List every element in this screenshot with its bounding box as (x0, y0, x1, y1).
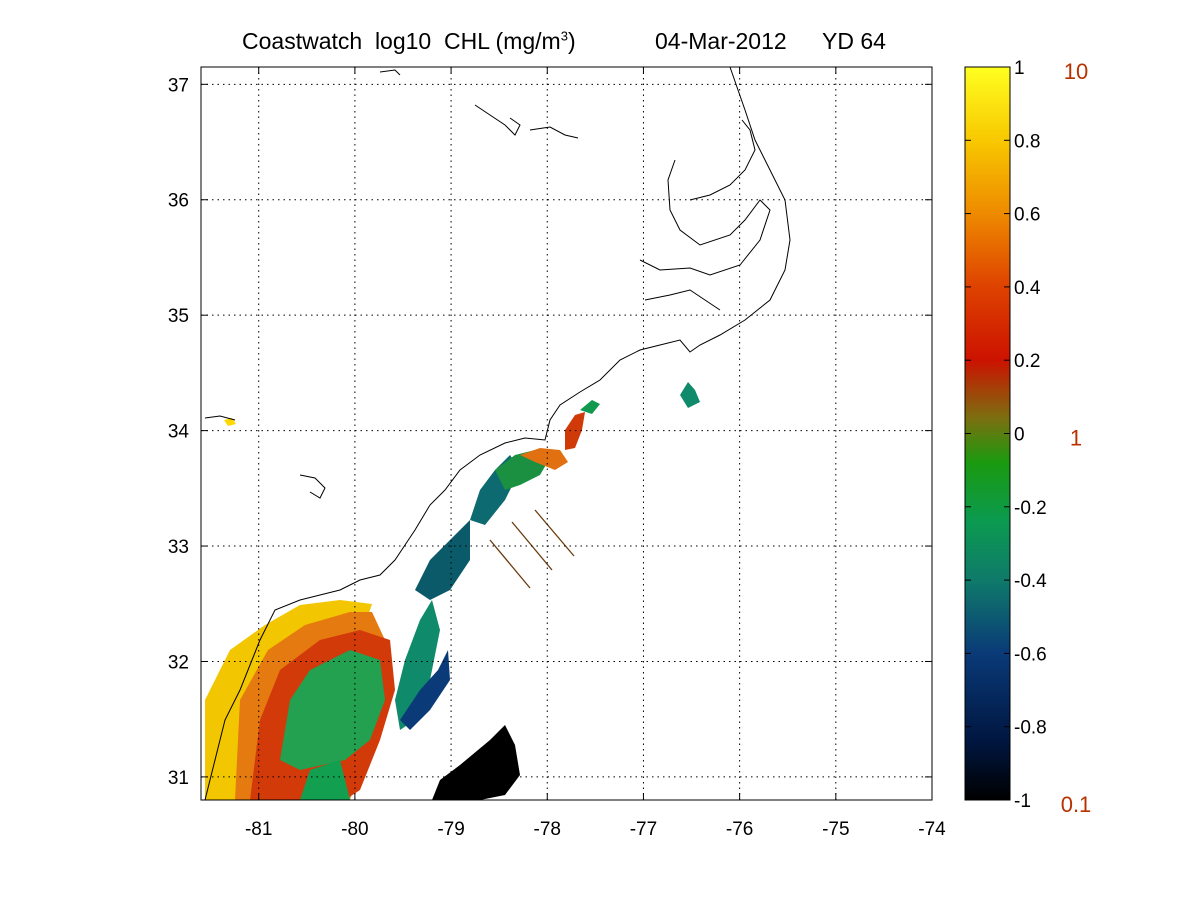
x-tick-label: -75 (822, 819, 849, 840)
colorbar-gradient (964, 66, 1011, 801)
plot-frame (200, 66, 933, 801)
x-tick-label: -78 (534, 819, 561, 840)
coastline-pamlico (644, 289, 721, 311)
field-gulfstream-green (395, 600, 440, 730)
chart-title-date: 04-Mar-2012 (655, 28, 787, 54)
colorbar-tick-label: 0.8 (1014, 131, 1040, 152)
x-tick-label: -74 (918, 819, 946, 840)
colorbar-linear-label: 10 (1064, 59, 1088, 84)
field-offshore-patch (680, 382, 700, 408)
coastline-albemarle (689, 119, 756, 201)
x-axis: -81 -80 -79 -78 -77 -76 -75 -74 (245, 67, 946, 840)
x-tick-label: -76 (726, 819, 753, 840)
colorbar-linear-label: 0.1 (1061, 792, 1092, 817)
colorbar-tick-label: 0.4 (1014, 278, 1041, 299)
field-offshore-dark (432, 725, 520, 800)
coastline-sounds (639, 159, 771, 276)
transect-3 (534, 509, 575, 557)
colorbar-linear-labels: 0.1 1 10 (1061, 59, 1092, 817)
coastline-lake (474, 104, 521, 136)
colorbar-tick-label: -0.2 (1014, 498, 1047, 519)
y-tick-label: 34 (168, 422, 190, 443)
y-tick-label: 35 (168, 306, 189, 327)
colorbar-linear-label: 1 (1070, 426, 1082, 451)
colorbar-tick-label: 0.6 (1014, 205, 1040, 226)
colorbar-ticks: -1 -0.8 -0.6 -0.4 -0.2 0 0.2 0.4 0.6 0.8 1 (965, 58, 1047, 812)
colorbar-tick-label: -0.8 (1014, 718, 1047, 739)
grid (201, 67, 932, 800)
colorbar-tick-label: 0.2 (1014, 351, 1040, 372)
field-small-yellow (224, 418, 236, 426)
colorbar-tick-label: -0.4 (1014, 571, 1047, 592)
coastline-island (204, 415, 326, 499)
colorbar-tick-label: -1 (1014, 791, 1031, 812)
field-tiny-patch-north (580, 400, 600, 414)
field-mid-shelf-green (280, 650, 385, 770)
field-gulfstream-blue (400, 650, 450, 730)
chart-title-main: Coastwatch log10 CHL (mg/m3) (242, 28, 576, 54)
colorbar-tick-label: -0.6 (1014, 644, 1047, 665)
x-tick-label: -80 (341, 819, 368, 840)
transect-lines (489, 509, 575, 589)
coastline-inland-bits (379, 69, 579, 139)
field-mid-shelf-green-south (300, 760, 350, 800)
colorbar-tick-label: 1 (1014, 58, 1025, 79)
y-tick-label: 37 (168, 75, 189, 96)
colorbar: -1 -0.8 -0.6 -0.4 -0.2 0 0.2 0.4 0.6 0.8 1 0.1 1 10 (964, 58, 1092, 817)
y-tick-label: 32 (168, 652, 189, 673)
x-tick-label: -77 (630, 819, 657, 840)
y-tick-label: 36 (168, 191, 189, 212)
colorbar-tick-label: 0 (1014, 425, 1025, 446)
y-axis: 31 32 33 34 35 36 37 (168, 75, 932, 789)
field-mid-swath-teal (415, 520, 470, 600)
x-tick-label: -79 (437, 819, 464, 840)
chart-title-yearday: YD 64 (822, 28, 886, 54)
x-tick-label: -81 (245, 819, 272, 840)
transect-1 (489, 539, 531, 589)
y-tick-label: 31 (168, 768, 189, 789)
field-longbay-nearshore (520, 448, 568, 470)
chlorophyll-field (205, 382, 700, 800)
y-tick-label: 33 (168, 537, 189, 558)
